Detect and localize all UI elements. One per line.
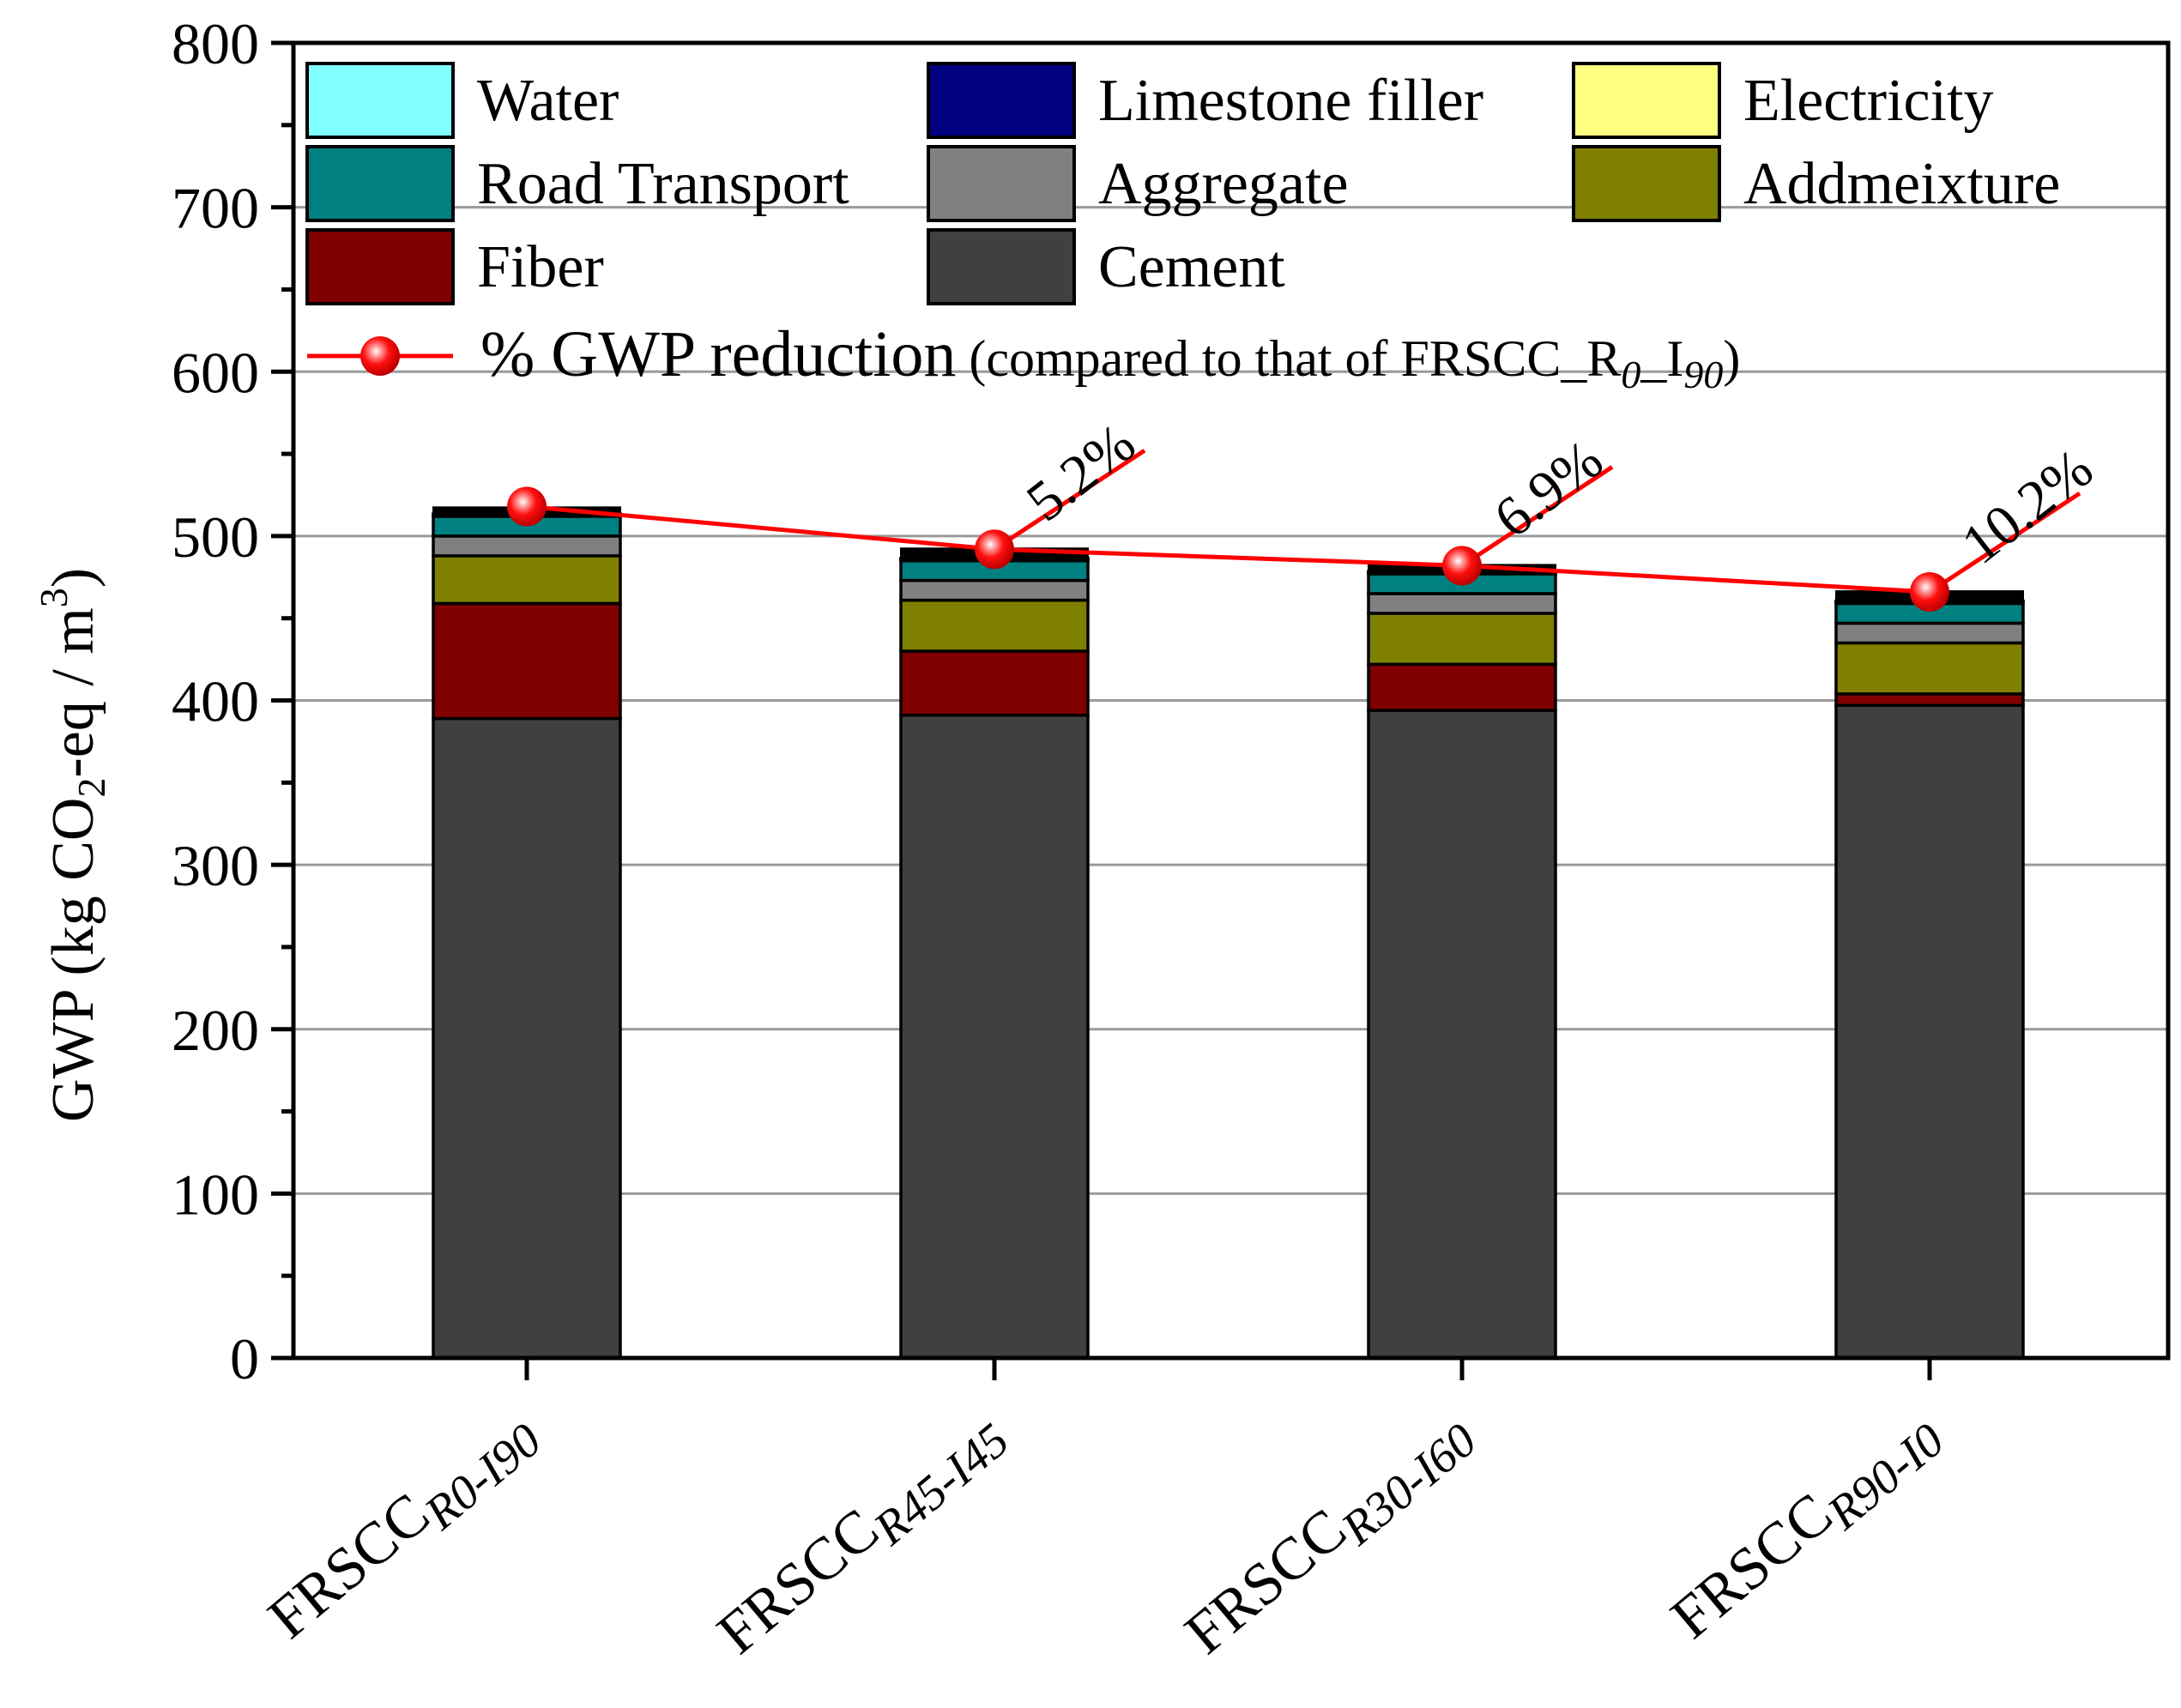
legend-item-limestone-filler: Limestone filler xyxy=(927,62,1483,139)
legend-reduction-note: ) xyxy=(1723,330,1740,387)
bar-segment-fiber xyxy=(432,601,622,721)
legend-item-road-transport: Road Transport xyxy=(305,145,849,222)
legend-item-water: Water xyxy=(305,62,619,139)
x-tick-label: FRSCCR30-I60 xyxy=(1173,1395,1486,1675)
x-tick-label: FRSCCR45-I45 xyxy=(705,1395,1018,1675)
legend-reduction-main: % GWP reduction xyxy=(480,318,956,390)
annotation-leader-line xyxy=(993,449,1146,552)
y-tick-label: 0 xyxy=(230,1326,259,1391)
legend-item-addmeixture: Addmeixture xyxy=(1572,145,2060,222)
reduction-annotation: 6.9% xyxy=(1483,428,1614,550)
reduction-marker xyxy=(975,529,1014,570)
x-tick-label-sub: R90-I0 xyxy=(1817,1414,1954,1541)
bar-segment-aggregate xyxy=(1834,621,2025,645)
bar-segment-fiber xyxy=(1367,662,1557,712)
legend-swatch xyxy=(1572,62,1721,139)
y-tick-label: 300 xyxy=(172,833,259,898)
legend-swatch xyxy=(305,145,455,222)
legend-swatch xyxy=(305,228,455,305)
legend-swatch xyxy=(927,62,1076,139)
legend-reduction-note: (compared to that of FRSCC_R xyxy=(956,330,1621,387)
bar-segment-aggregate xyxy=(899,578,1090,602)
bar-segment-aggregate xyxy=(432,534,622,558)
x-tick-label: FRSCCR90-I0 xyxy=(1659,1395,1954,1660)
x-tick-label-sub: R45-I45 xyxy=(863,1414,1018,1556)
x-tick-label-main: FRSCC xyxy=(257,1481,442,1651)
annotation-leader-line xyxy=(1928,491,2081,594)
legend-label: Aggregate xyxy=(1098,151,1349,217)
legend-label: Cement xyxy=(1098,234,1285,300)
legend-swatch xyxy=(305,62,455,139)
bar-segment-addmeixture xyxy=(1367,612,1557,667)
x-tick-label-main: FRSCC xyxy=(1173,1496,1358,1667)
x-tick-label-main: FRSCC xyxy=(705,1496,891,1667)
legend-item-cement: Cement xyxy=(927,228,1285,305)
y-tick-label: 500 xyxy=(172,504,259,570)
legend-swatch xyxy=(1572,145,1721,222)
bar-segment-aggregate xyxy=(1367,592,1557,615)
bar-segment-addmeixture xyxy=(899,598,1090,653)
legend-label: Electricity xyxy=(1743,68,1994,134)
bar-segment-cement xyxy=(432,716,622,1360)
bar-segment-cement xyxy=(1367,709,1557,1360)
y-tick-label: 700 xyxy=(172,176,259,241)
bar-segment-addmeixture xyxy=(1834,641,2025,696)
bar-segment-fiber xyxy=(1834,692,2025,707)
reduction-annotation: 5.2% xyxy=(1015,412,1146,534)
y-axis-label: GWP (kg CO2-eq / m3) xyxy=(32,568,113,1122)
bar-segment-cement xyxy=(899,713,1090,1360)
reduction-annotation: 10.2% xyxy=(1950,437,2104,576)
y-tick-label: 100 xyxy=(172,1162,259,1227)
gwp-reduction-line xyxy=(526,504,1930,594)
legend-label: Addmeixture xyxy=(1743,151,2060,217)
y-tick-label: 800 xyxy=(172,11,259,76)
legend-reduction-label: % GWP reduction (compared to that of FRS… xyxy=(480,318,1740,396)
legend-label: Water xyxy=(477,68,619,134)
legend-label: Limestone filler xyxy=(1098,68,1483,134)
y-tick-label: 200 xyxy=(172,998,259,1063)
y-tick-label: 400 xyxy=(172,669,259,734)
annotation-leader-line xyxy=(1460,465,1614,568)
legend-swatch xyxy=(927,145,1076,222)
bar-segment-addmeixture xyxy=(432,554,622,606)
legend-reduction-sub: 0 xyxy=(1621,353,1640,396)
bar-segment-cement xyxy=(1834,703,2025,1360)
x-tick-label-sub: R0-I90 xyxy=(414,1414,552,1541)
x-tick-label-sub: R30-I60 xyxy=(1331,1414,1486,1556)
y-tick-label: 600 xyxy=(172,340,259,405)
legend-item-electricity: Electricity xyxy=(1572,62,1994,139)
reduction-marker xyxy=(1910,572,1949,613)
legend-item-gwp-reduction: % GWP reduction (compared to that of FRS… xyxy=(307,318,1740,396)
legend-label: Fiber xyxy=(477,234,604,300)
x-tick-label-main: FRSCC xyxy=(1659,1481,1845,1651)
x-tick-label: FRSCCR0-I90 xyxy=(257,1395,552,1660)
legend-swatch xyxy=(927,228,1076,305)
legend-item-aggregate: Aggregate xyxy=(927,145,1349,222)
reduction-marker xyxy=(1442,546,1482,586)
legend-label: Road Transport xyxy=(477,151,849,217)
legend-reduction-sub: 90 xyxy=(1683,353,1723,396)
bar-segment-fiber xyxy=(899,649,1090,717)
legend-item-fiber: Fiber xyxy=(305,228,604,305)
reduction-marker xyxy=(507,486,547,527)
legend-marker xyxy=(360,336,400,376)
legend-reduction-note: _I xyxy=(1640,330,1683,387)
